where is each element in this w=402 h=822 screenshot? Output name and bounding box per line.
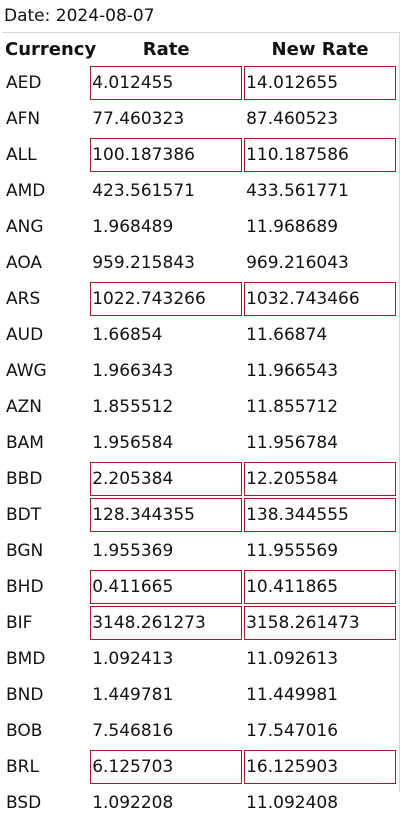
- currency-code-cell: ANG: [6, 217, 44, 237]
- rate-cell: 1.092413: [92, 649, 174, 669]
- currency-code-cell: BDT: [6, 505, 42, 525]
- table-row: AOA 959.215843 969.216043: [2, 246, 396, 280]
- rate-cell: 0.411665: [90, 570, 243, 604]
- new-rate-cell: 10.411865: [244, 570, 396, 604]
- rates-table-container: Currency Rate New Rate AED 4.012455 14.012…: [2, 32, 400, 813]
- rate-cell: 423.561571: [92, 181, 195, 201]
- table-row: BAM 1.956584 11.956784: [2, 426, 396, 460]
- new-rate-cell: 11.855712: [246, 397, 339, 417]
- table-row: AFN 77.460323 87.460523: [2, 102, 396, 136]
- table-row: AWG 1.966343 11.966543: [2, 354, 396, 388]
- new-rate-cell: 1032.743466: [244, 282, 396, 316]
- new-rate-cell: 11.955569: [246, 541, 339, 561]
- rate-cell: 1.966343: [92, 361, 174, 381]
- currency-code-cell: AFN: [6, 109, 41, 129]
- rate-cell: 7.546816: [92, 721, 174, 741]
- table-row: AZN 1.855512 11.855712: [2, 390, 396, 424]
- currency-code-cell: BMD: [6, 649, 46, 669]
- rate-cell: 1.449781: [92, 685, 174, 705]
- currency-code-cell: BRL: [6, 757, 39, 777]
- table-row: BHD 0.411665 10.411865: [2, 570, 396, 604]
- rate-cell: 77.460323: [92, 109, 185, 129]
- table-header-row: Currency Rate New Rate: [2, 34, 396, 64]
- rate-cell: 1.092208: [92, 793, 174, 813]
- new-rate-cell: 11.956784: [246, 433, 339, 453]
- table-row: BND 1.449781 11.449981: [2, 678, 396, 712]
- currency-code-cell: BAM: [6, 433, 44, 453]
- rate-cell: 1.956584: [92, 433, 174, 453]
- rate-cell: 1022.743266: [90, 282, 243, 316]
- table-row: BSD 1.092208 11.092408: [2, 786, 396, 820]
- currency-code-cell: BOB: [6, 721, 43, 741]
- table-body: AED 4.012455 14.012655 AFN 77.460323 87.46052…: [2, 66, 396, 820]
- new-rate-cell: 110.187586: [244, 138, 396, 172]
- currency-code-cell: AZN: [6, 397, 42, 417]
- currency-code-cell: ARS: [6, 289, 41, 309]
- column-header-currency: Currency: [5, 38, 97, 60]
- new-rate-cell: 138.344555: [244, 498, 396, 532]
- rate-cell: 128.344355: [90, 498, 243, 532]
- currency-code-cell: AOA: [6, 253, 43, 273]
- new-rate-cell: 11.092613: [246, 649, 339, 669]
- new-rate-cell: 12.205584: [244, 462, 396, 496]
- table-row: BGN 1.955369 11.955569: [2, 534, 396, 568]
- table-row: AED 4.012455 14.012655: [2, 66, 396, 100]
- new-rate-cell: 14.012655: [244, 66, 396, 100]
- currency-code-cell: ALL: [6, 145, 37, 165]
- new-rate-cell: 11.449981: [246, 685, 339, 705]
- new-rate-cell: 11.968689: [246, 217, 339, 237]
- table-row: AUD 1.66854 11.66874: [2, 318, 396, 352]
- currency-code-cell: AUD: [6, 325, 44, 345]
- rate-cell: 2.205384: [90, 462, 243, 496]
- table-row: BRL 6.125703 16.125903: [2, 750, 396, 784]
- currency-code-cell: BHD: [6, 577, 44, 597]
- column-header-rate: Rate: [142, 38, 190, 60]
- new-rate-cell: 87.460523: [246, 109, 339, 129]
- new-rate-cell: 11.092408: [246, 793, 339, 813]
- rates-table: Currency Rate New Rate AED 4.012455 14.012…: [0, 32, 398, 822]
- new-rate-cell: 16.125903: [244, 750, 396, 784]
- currency-code-cell: AWG: [6, 361, 47, 381]
- currency-code-cell: AED: [6, 73, 42, 93]
- new-rate-cell: 17.547016: [246, 721, 339, 741]
- table-row: BOB 7.546816 17.547016: [2, 714, 396, 748]
- table-row: ALL 100.187386 110.187586: [2, 138, 396, 172]
- new-rate-cell: 11.66874: [246, 325, 328, 345]
- new-rate-cell: 969.216043: [246, 253, 349, 273]
- new-rate-cell: 3158.261473: [244, 606, 396, 640]
- table-row: BDT 128.344355 138.344555: [2, 498, 396, 532]
- column-header-new-rate: New Rate: [271, 38, 369, 60]
- currency-code-cell: BND: [6, 685, 44, 705]
- currency-code-cell: AMD: [6, 181, 46, 201]
- date-label: Date: 2024-08-07: [4, 6, 155, 26]
- rate-cell: 1.855512: [92, 397, 174, 417]
- rate-cell: 959.215843: [92, 253, 195, 273]
- rate-cell: 1.66854: [92, 325, 163, 345]
- rate-cell: 3148.261273: [90, 606, 243, 640]
- table-row: ANG 1.968489 11.968689: [2, 210, 396, 244]
- rate-cell: 1.955369: [92, 541, 174, 561]
- new-rate-cell: 11.966543: [246, 361, 339, 381]
- new-rate-cell: 433.561771: [246, 181, 349, 201]
- currency-code-cell: BIF: [6, 613, 33, 633]
- currency-code-cell: BSD: [6, 793, 42, 813]
- rate-cell: 1.968489: [92, 217, 174, 237]
- rate-cell: 100.187386: [90, 138, 243, 172]
- currency-code-cell: BBD: [6, 469, 43, 489]
- table-row: BIF 3148.261273 3158.261473: [2, 606, 396, 640]
- table-row: BBD 2.205384 12.205584: [2, 462, 396, 496]
- currency-code-cell: BGN: [6, 541, 44, 561]
- rate-cell: 4.012455: [90, 66, 243, 100]
- table-row: AMD 423.561571 433.561771: [2, 174, 396, 208]
- table-row: ARS 1022.743266 1032.743466: [2, 282, 396, 316]
- table-row: BMD 1.092413 11.092613: [2, 642, 396, 676]
- rate-cell: 6.125703: [90, 750, 243, 784]
